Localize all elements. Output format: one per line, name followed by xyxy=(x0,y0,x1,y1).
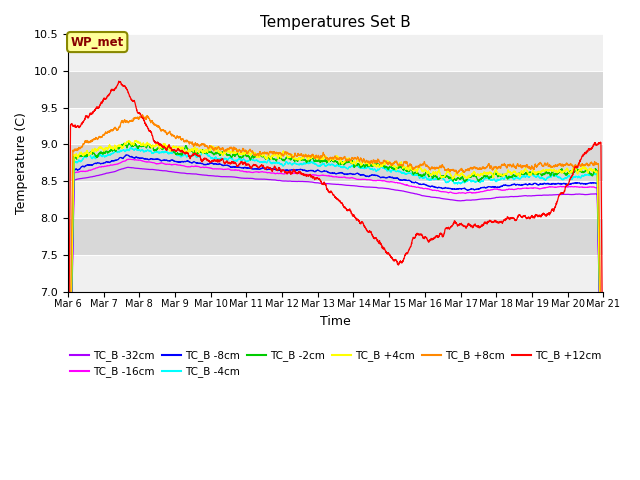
Text: WP_met: WP_met xyxy=(70,36,124,48)
Bar xyxy=(68,34,604,71)
Y-axis label: Temperature (C): Temperature (C) xyxy=(15,112,28,214)
Bar xyxy=(68,71,604,108)
Legend: TC_B -32cm, TC_B -16cm, TC_B -8cm, TC_B -4cm, TC_B -2cm, TC_B +4cm, TC_B +8cm, T: TC_B -32cm, TC_B -16cm, TC_B -8cm, TC_B … xyxy=(66,346,605,382)
Title: Temperatures Set B: Temperatures Set B xyxy=(260,15,411,30)
Bar xyxy=(68,108,604,144)
Bar xyxy=(68,144,604,181)
Bar xyxy=(68,218,604,255)
Bar xyxy=(68,181,604,218)
Bar xyxy=(68,255,604,292)
X-axis label: Time: Time xyxy=(320,315,351,328)
